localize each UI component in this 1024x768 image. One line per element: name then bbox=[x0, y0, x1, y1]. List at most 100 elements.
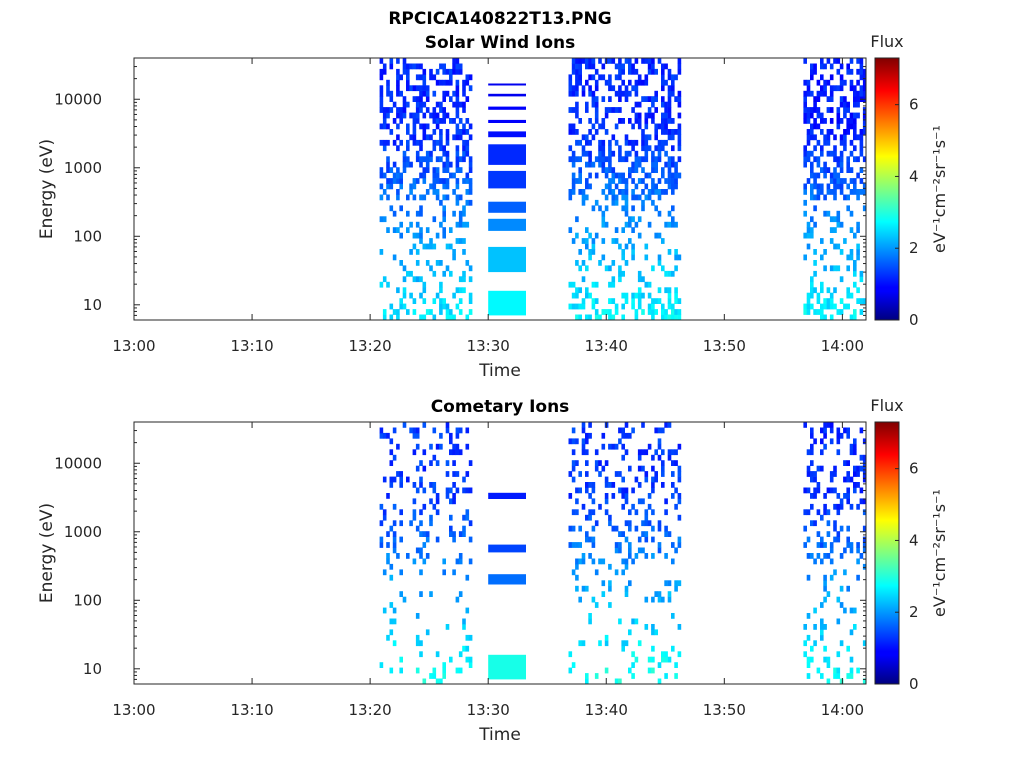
flux-cell bbox=[409, 183, 413, 190]
flux-cell bbox=[839, 139, 844, 146]
flux-cell bbox=[823, 542, 827, 548]
flux-cell bbox=[608, 563, 612, 570]
flux-cell bbox=[823, 432, 827, 439]
flux-cell bbox=[820, 287, 824, 294]
flux-cell bbox=[462, 145, 466, 152]
flux-cell bbox=[581, 449, 586, 456]
flux-cell bbox=[661, 118, 665, 124]
flux-cell bbox=[618, 90, 622, 97]
flux-cell bbox=[839, 96, 844, 102]
flux-cell bbox=[591, 498, 596, 505]
flux-cell bbox=[826, 210, 831, 217]
flux-cell bbox=[608, 189, 612, 195]
flux-cell bbox=[856, 482, 860, 488]
flux-cell bbox=[379, 432, 384, 439]
flux-cell bbox=[455, 85, 460, 92]
flux-cell bbox=[647, 667, 652, 674]
flux-cell bbox=[846, 493, 850, 499]
flux-cell bbox=[823, 553, 827, 559]
flux-cell bbox=[621, 303, 625, 310]
flux-cell bbox=[862, 465, 867, 472]
flux-cell bbox=[442, 68, 446, 75]
flux-cell bbox=[833, 667, 837, 674]
panel-cometary-ions: Cometary Ions 13:00 13:10 13:20 13:30 13:40 1… bbox=[37, 396, 949, 745]
flux-cell bbox=[637, 298, 642, 304]
flux-cell bbox=[568, 79, 573, 86]
flux-cell bbox=[624, 199, 629, 206]
flux-cell bbox=[846, 303, 850, 310]
flux-cell bbox=[820, 129, 824, 135]
flux-cell bbox=[604, 460, 609, 466]
flux-cell bbox=[862, 156, 867, 163]
flux-cell bbox=[624, 96, 629, 102]
flux-cell bbox=[833, 525, 837, 532]
flux-cell bbox=[611, 314, 616, 321]
flux-cell bbox=[621, 68, 625, 75]
flux-cell bbox=[657, 443, 662, 450]
flux-cell bbox=[455, 194, 460, 201]
flux-cell bbox=[429, 150, 433, 157]
flux-cell bbox=[462, 476, 466, 483]
flux-cell bbox=[458, 156, 463, 163]
flux-cell bbox=[452, 443, 456, 450]
flux-cell bbox=[575, 303, 579, 310]
flux-cell bbox=[853, 438, 857, 445]
flux-cell bbox=[657, 150, 662, 157]
flux-cell bbox=[806, 85, 811, 92]
flux-cell bbox=[445, 487, 450, 494]
flux-cell bbox=[829, 238, 834, 244]
flux-cell bbox=[634, 79, 639, 86]
flux-cell bbox=[425, 96, 430, 102]
flux-cell bbox=[806, 553, 811, 559]
flux-cell bbox=[452, 498, 456, 505]
colorbar-tick-label: 6 bbox=[909, 96, 919, 114]
flux-cell bbox=[829, 574, 834, 581]
flux-cell bbox=[465, 509, 470, 516]
flux-cell bbox=[581, 194, 586, 201]
flux-cell bbox=[674, 298, 678, 304]
flux-cell bbox=[462, 107, 466, 113]
flux-cell bbox=[651, 112, 655, 119]
flux-cell bbox=[379, 183, 384, 190]
flux-cell bbox=[637, 112, 642, 119]
flux-cell bbox=[856, 542, 860, 548]
flux-cell bbox=[392, 547, 397, 554]
flux-cell bbox=[843, 427, 847, 434]
flux-cell bbox=[813, 118, 817, 124]
flux-cell bbox=[816, 292, 821, 299]
flux-cell bbox=[425, 123, 430, 130]
flux-cell bbox=[432, 172, 437, 179]
flux-cell bbox=[588, 422, 592, 428]
flux-cell bbox=[637, 536, 642, 543]
flux-cell bbox=[422, 90, 427, 97]
flux-cell bbox=[468, 460, 473, 466]
flux-cell bbox=[674, 287, 678, 294]
flux-cell bbox=[667, 531, 672, 537]
flux-cell bbox=[442, 118, 446, 124]
flux-cell bbox=[415, 107, 420, 113]
flux-cell bbox=[677, 542, 682, 548]
flux-cell bbox=[442, 667, 446, 674]
flux-cell bbox=[816, 156, 821, 163]
flux-cell bbox=[647, 194, 652, 201]
flux-cell bbox=[389, 602, 394, 608]
flux-cell bbox=[608, 167, 612, 173]
flux-cell bbox=[425, 167, 430, 173]
flux-cell bbox=[435, 292, 440, 299]
flux-cell bbox=[621, 270, 625, 277]
flux-cell bbox=[644, 150, 649, 157]
flux-cell bbox=[571, 123, 576, 130]
flux-cell bbox=[820, 303, 824, 310]
flux-cell bbox=[836, 618, 841, 625]
flux-cell bbox=[568, 156, 573, 163]
flux-cell bbox=[581, 303, 586, 310]
flux-cell bbox=[661, 96, 665, 102]
flux-cell bbox=[849, 68, 854, 75]
flux-cell bbox=[455, 238, 460, 244]
flux-cell bbox=[598, 145, 602, 152]
flux-cell bbox=[396, 112, 400, 119]
flux-cell bbox=[406, 194, 410, 201]
flux-cell bbox=[382, 509, 387, 516]
flux-cell bbox=[618, 74, 622, 81]
flux-cell bbox=[611, 194, 616, 201]
